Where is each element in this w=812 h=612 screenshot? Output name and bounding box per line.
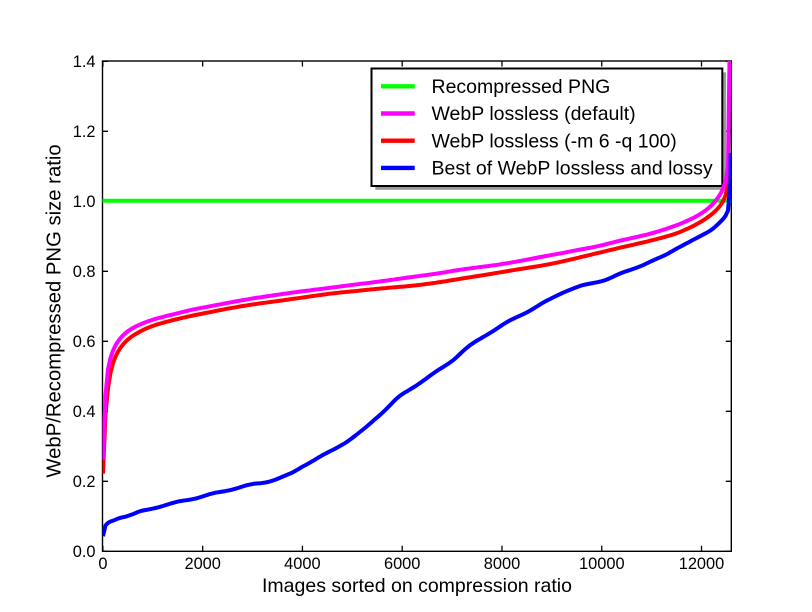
svg-text:10000: 10000 xyxy=(579,555,625,573)
svg-text:4000: 4000 xyxy=(284,555,320,573)
svg-text:1.0: 1.0 xyxy=(73,193,96,211)
svg-text:0.8: 0.8 xyxy=(73,263,96,281)
svg-text:0.2: 0.2 xyxy=(73,473,96,491)
svg-text:1.2: 1.2 xyxy=(73,123,96,141)
svg-text:0.4: 0.4 xyxy=(73,403,96,421)
svg-text:8000: 8000 xyxy=(484,555,520,573)
svg-text:Best of WebP lossless and loss: Best of WebP lossless and lossy xyxy=(432,158,713,180)
svg-text:0: 0 xyxy=(98,555,107,573)
svg-text:0.6: 0.6 xyxy=(73,333,96,351)
svg-text:2000: 2000 xyxy=(184,555,220,573)
svg-text:Images sorted on compression r: Images sorted on compression ratio xyxy=(262,575,572,597)
svg-text:6000: 6000 xyxy=(384,555,420,573)
svg-text:1.4: 1.4 xyxy=(73,53,96,71)
svg-text:WebP lossless (default): WebP lossless (default) xyxy=(432,103,636,125)
svg-text:WebP lossless (-m 6 -q 100): WebP lossless (-m 6 -q 100) xyxy=(432,130,677,152)
svg-text:Recompressed PNG: Recompressed PNG xyxy=(432,76,611,98)
svg-text:12000: 12000 xyxy=(679,555,725,573)
svg-text:WebP/Recompressed PNG size rat: WebP/Recompressed PNG size ratio xyxy=(44,144,66,477)
svg-text:0.0: 0.0 xyxy=(73,543,96,561)
